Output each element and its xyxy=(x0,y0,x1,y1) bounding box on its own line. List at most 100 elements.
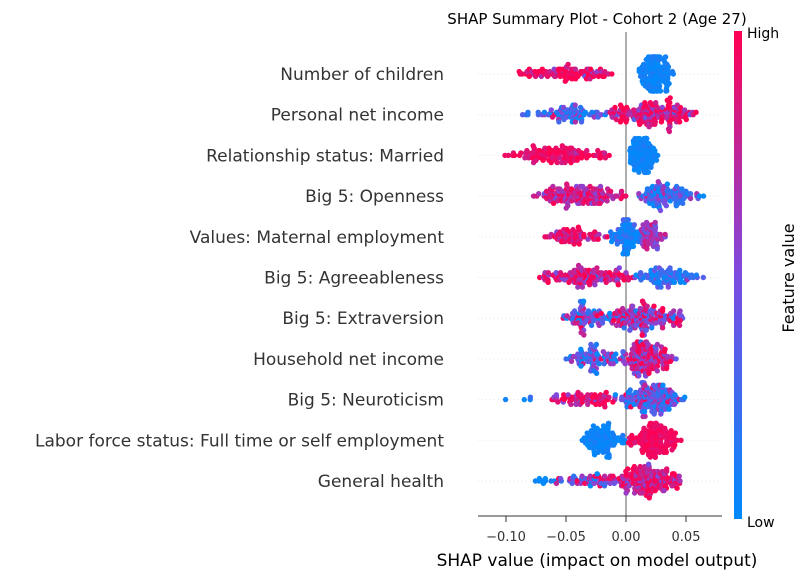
shap-point xyxy=(541,109,548,116)
shap-point xyxy=(537,274,543,281)
shap-point xyxy=(607,310,613,317)
shap-point xyxy=(593,370,600,376)
shap-point xyxy=(674,437,680,443)
shap-point xyxy=(543,188,550,194)
shap-point xyxy=(608,229,614,235)
shap-point xyxy=(601,361,607,367)
shap-point xyxy=(593,341,600,348)
shap-point xyxy=(604,234,610,240)
shap-point xyxy=(574,157,580,163)
shap-point xyxy=(652,121,658,128)
shap-point xyxy=(572,102,578,108)
x-tick-label: −0.10 xyxy=(486,530,526,545)
shap-point xyxy=(563,205,569,211)
shap-point xyxy=(624,104,630,111)
shap-point xyxy=(654,341,661,348)
shap-point xyxy=(644,246,650,252)
shap-point xyxy=(610,361,616,367)
shap-point xyxy=(653,420,659,426)
shap-point xyxy=(672,430,679,436)
shap-point xyxy=(586,152,592,159)
shap-point xyxy=(653,100,659,106)
shap-point xyxy=(581,310,587,317)
shap-point xyxy=(631,222,637,228)
shap-point xyxy=(594,265,600,271)
shap-point xyxy=(620,432,626,439)
shap-point xyxy=(676,119,683,125)
shap-point xyxy=(581,332,587,338)
shap-point xyxy=(661,317,667,324)
shap-point xyxy=(655,179,661,185)
shap-point xyxy=(642,100,648,106)
shap-point xyxy=(636,191,642,197)
shap-point xyxy=(610,432,617,439)
shap-point xyxy=(545,270,551,276)
shap-point xyxy=(595,449,601,455)
shap-point xyxy=(557,155,563,161)
shap-point xyxy=(533,157,539,163)
shap-point xyxy=(693,109,699,116)
shap-point xyxy=(584,430,590,436)
shap-point xyxy=(592,229,598,235)
shap-point xyxy=(569,198,575,204)
shap-point xyxy=(625,277,632,283)
shap-point xyxy=(562,238,568,245)
shap-point xyxy=(600,349,606,355)
shap-point xyxy=(598,112,604,118)
shap-point xyxy=(667,95,673,101)
feature-label: General health xyxy=(318,472,444,492)
shap-point xyxy=(595,236,601,242)
shap-point xyxy=(662,425,668,431)
shap-point xyxy=(606,394,612,400)
shap-point xyxy=(665,284,671,290)
shap-point xyxy=(633,322,639,329)
shap-point xyxy=(605,420,612,426)
shap-point xyxy=(585,308,592,314)
shap-point xyxy=(565,61,571,68)
shap-point xyxy=(604,198,610,204)
shap-point xyxy=(635,238,642,245)
shap-point xyxy=(672,392,678,398)
shap-point xyxy=(630,243,637,250)
x-tick-label: −0.05 xyxy=(546,530,586,545)
shap-point xyxy=(668,428,674,434)
shap-point xyxy=(669,353,675,360)
shap-point xyxy=(597,155,604,161)
colorbar-title: Feature value xyxy=(779,223,798,332)
shap-point xyxy=(660,382,666,388)
shap-point xyxy=(642,135,649,142)
shap-point xyxy=(588,322,595,329)
shap-point xyxy=(600,449,606,455)
shap-point xyxy=(571,308,578,314)
shap-point xyxy=(609,238,615,245)
shap-point xyxy=(645,186,652,192)
shap-point xyxy=(640,413,646,420)
shap-point xyxy=(580,183,586,190)
shap-point xyxy=(540,480,547,487)
shap-point xyxy=(553,270,559,276)
shap-point xyxy=(603,389,609,396)
shap-point xyxy=(669,68,676,75)
shap-point xyxy=(677,308,683,314)
shap-point xyxy=(572,66,578,72)
shap-point xyxy=(587,473,593,479)
shap-point xyxy=(565,392,571,398)
shap-point xyxy=(524,147,530,154)
x-tick-label: 0.00 xyxy=(612,530,641,545)
shap-point xyxy=(674,102,680,108)
shap-point xyxy=(662,346,668,352)
shap-point xyxy=(662,313,669,319)
shap-point xyxy=(585,401,591,408)
shap-point xyxy=(578,346,584,352)
shap-point xyxy=(598,270,605,276)
shap-point xyxy=(641,463,648,470)
shap-point xyxy=(652,454,658,460)
shap-point xyxy=(639,332,645,338)
shap-point xyxy=(668,116,674,123)
shap-point xyxy=(579,473,585,479)
shap-point xyxy=(625,466,631,472)
shap-point xyxy=(611,442,617,448)
shap-point xyxy=(639,490,645,496)
